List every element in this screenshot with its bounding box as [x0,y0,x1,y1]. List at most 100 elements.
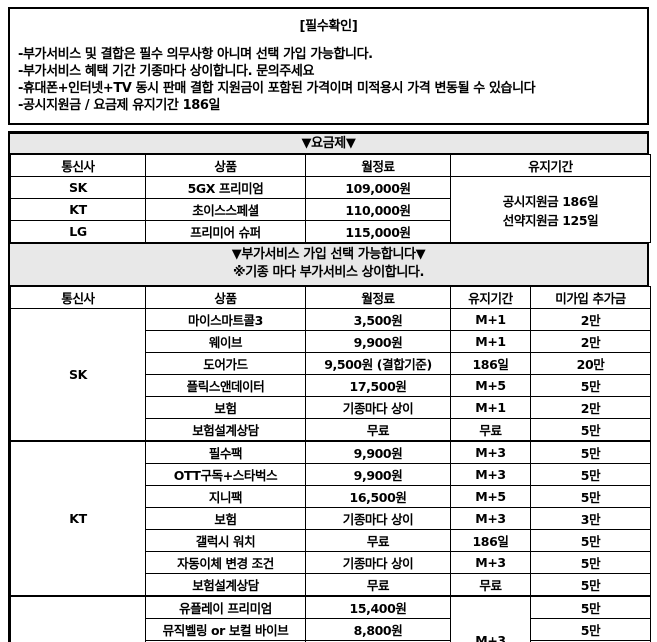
addon-duration: 무료 [450,418,531,442]
addon-fee: 무료 [305,418,451,442]
addon-product: 갤럭시 워치 [145,529,306,552]
plan-fee: 115,000원 [305,220,451,243]
table-row: 보험 기종마다 상이 M+1 2만 [11,396,651,419]
table-row: KT 필수팩 9,900원 M+3 5만 [10,440,651,597]
addon-duration: M+3 [450,507,531,530]
addon-extra: 5만 [530,640,651,642]
addon-header-duration: 유지기간 [450,286,531,309]
addon-duration: M+3 [450,440,531,464]
addon-fee: 15,400원 [305,595,451,619]
addon-fee: 8,800원 [305,618,451,641]
addon-fee: 무료 [305,573,451,597]
tables-container: ▼요금제▼ 통신사 상품 월정료 유지기간 SK 5GX 프리미엄 109,00… [8,131,651,642]
addon-fee: 기종마다 상이 [305,396,451,419]
addon-product: 보험 [145,396,306,419]
addon-extra: 2만 [530,308,651,331]
addon-header-carrier: 통신사 [10,286,146,309]
addon-fee: 11,000원 [305,640,451,642]
addon-extra: 5만 [530,374,651,397]
plan-product: 프리미어 슈퍼 [145,220,306,243]
addon-product: 뮤직벨링 or 보컬 바이브 [145,618,306,641]
table-row: LG 프리미어 슈퍼 115,000원 [10,220,651,243]
plan-duration-line1: 공시지원금 186일 [502,193,599,209]
addon-group-sk: SK 마이스마트콜3 3,500원 M+1 2만 웨이브 9,900원 M+1 … [10,308,651,442]
addon-extra: 3만 [530,507,651,530]
addon-fee: 17,500원 [305,374,451,397]
addon-extra: 5만 [530,485,651,508]
addon-fee: 16,500원 [305,485,451,508]
addon-header-extra: 미가입 추가금 [530,286,651,309]
table-row: LG 유플레이 프리미엄 15,400원 M+3 5만 [10,595,651,642]
addon-product: 필수팩 [145,440,306,464]
addon-fee: 9,900원 [305,463,451,486]
addon-fee: 기종마다 상이 [305,507,451,530]
addon-extra: 5만 [530,418,651,442]
addon-duration: M+1 [450,308,531,331]
addon-extra: 5만 [530,595,651,619]
plan-fee: 110,000원 [305,198,451,221]
addon-group-lg: LG 유플레이 프리미엄 15,400원 M+3 5만 뮤직벨링 or 보컬 바… [10,595,651,642]
addon-fee: 무료 [305,529,451,552]
addon-table-banner: ▼부가서비스 가입 선택 가능합니다▼ ※기종 마다 부가서비스 상이합니다. [10,243,647,286]
plan-header-duration: 유지기간 [450,154,651,177]
plan-header-carrier: 통신사 [10,154,146,177]
table-row: 자동이체 변경 조건 기종마다 상이 M+3 5만 [11,551,651,574]
addon-fee: 3,500원 [305,308,451,331]
addon-header-fee: 월정료 [305,286,451,309]
addon-product: 유플레이 프리미엄 [145,595,306,619]
addon-fee: 9,900원 [305,440,451,464]
notice-line: -부가서비스 및 결합은 필수 의무사항 아니며 선택 가입 가능합니다. [18,47,373,62]
notice-lines: -부가서비스 및 결합은 필수 의무사항 아니며 선택 가입 가능합니다. -부… [18,46,639,114]
addon-duration: M+1 [450,396,531,419]
addon-duration: 186일 [450,529,531,552]
table-row: 도어가드 9,500원 (결합기준) 186일 20만 [11,352,651,375]
addon-duration: M+3 [450,551,531,574]
addon-extra: 2만 [530,396,651,419]
addon-duration: M+5 [450,374,531,397]
plan-fee: 109,000원 [305,176,451,199]
addon-fee: 9,900원 [305,330,451,353]
addon-extra: 5만 [530,551,651,574]
plan-duration-line2: 선약지원금 125일 [502,212,599,228]
table-row: SK 마이스마트콜3 3,500원 M+1 2만 [10,308,651,442]
addon-extra: 5만 [530,573,651,597]
notice-title: [필수확인] [299,19,358,34]
addon-product: 플릭스앤데이터 [145,374,306,397]
addon-fee: 9,500원 (결합기준) [305,352,451,375]
addon-product: 보험설계상담 [145,418,306,442]
addon-product: 마이스마트콜3 [145,308,306,331]
addon-extra: 5만 [530,529,651,552]
table-row: SK 5GX 프리미엄 109,000원 공시지원금 186일 선약지원금 12… [10,176,651,243]
plan-header-product: 상품 [145,154,306,177]
addon-product: 웨이브 [145,330,306,353]
addon-duration: M+3 [450,463,531,486]
addon-carrier-lg: LG [10,595,146,642]
addon-product: 지니팩 [145,485,306,508]
plan-table-header-row: 통신사 상품 월정료 유지기간 [10,154,651,177]
addon-duration: M+1 [450,330,531,353]
addon-duration: M+5 [450,485,531,508]
addon-table-header-row: 통신사 상품 월정료 유지기간 미가입 추가금 [10,286,651,309]
addon-extra: 5만 [530,463,651,486]
addon-carrier-kt: KT [10,440,146,597]
addon-extra: 20만 [530,352,651,375]
addon-extra: 2만 [530,330,651,353]
addon-fee: 기종마다 상이 [305,551,451,574]
plan-product: 초이스스페셜 [145,198,306,221]
plan-table-banner: ▼요금제▼ [10,133,647,154]
plan-table: 통신사 상품 월정료 유지기간 SK 5GX 프리미엄 109,000원 공시지… [10,154,651,243]
addon-product: 도어가드 [145,352,306,375]
addon-banner-line2: ※기종 마다 부가서비스 상이합니다. [233,265,424,280]
plan-product: 5GX 프리미엄 [145,176,306,199]
addon-banner-line1: ▼부가서비스 가입 선택 가능합니다▼ [231,247,426,262]
plan-carrier: KT [10,198,146,221]
addon-group-kt: KT 필수팩 9,900원 M+3 5만 OTT구독+스타벅스 9,900원 M… [10,440,651,597]
notice-line: -부가서비스 혜택 기간 기종마다 상이합니다. 문의주세요 [18,64,315,79]
table-row: 모두의할인팩 11,000원 5만 [11,640,651,642]
addon-duration-merged-lg: M+3 [450,595,531,642]
addon-table: 통신사 상품 월정료 유지기간 미가입 추가금 SK 마이스마트콜3 3,500… [10,286,651,642]
addon-extra: 5만 [530,440,651,464]
addon-product: 자동이체 변경 조건 [145,551,306,574]
addon-product: OTT구독+스타벅스 [145,463,306,486]
